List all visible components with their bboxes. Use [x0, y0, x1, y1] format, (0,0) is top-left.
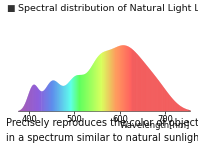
Text: Wavelength[nm]: Wavelength[nm] [120, 121, 190, 130]
Text: Spectral distribution of Natural Light LED: Spectral distribution of Natural Light L… [18, 4, 198, 13]
Text: Precisely reproduces the color of objects: Precisely reproduces the color of object… [6, 118, 198, 128]
Text: in a spectrum similar to natural sunlight: in a spectrum similar to natural sunligh… [6, 133, 198, 143]
Text: ■: ■ [6, 4, 14, 13]
